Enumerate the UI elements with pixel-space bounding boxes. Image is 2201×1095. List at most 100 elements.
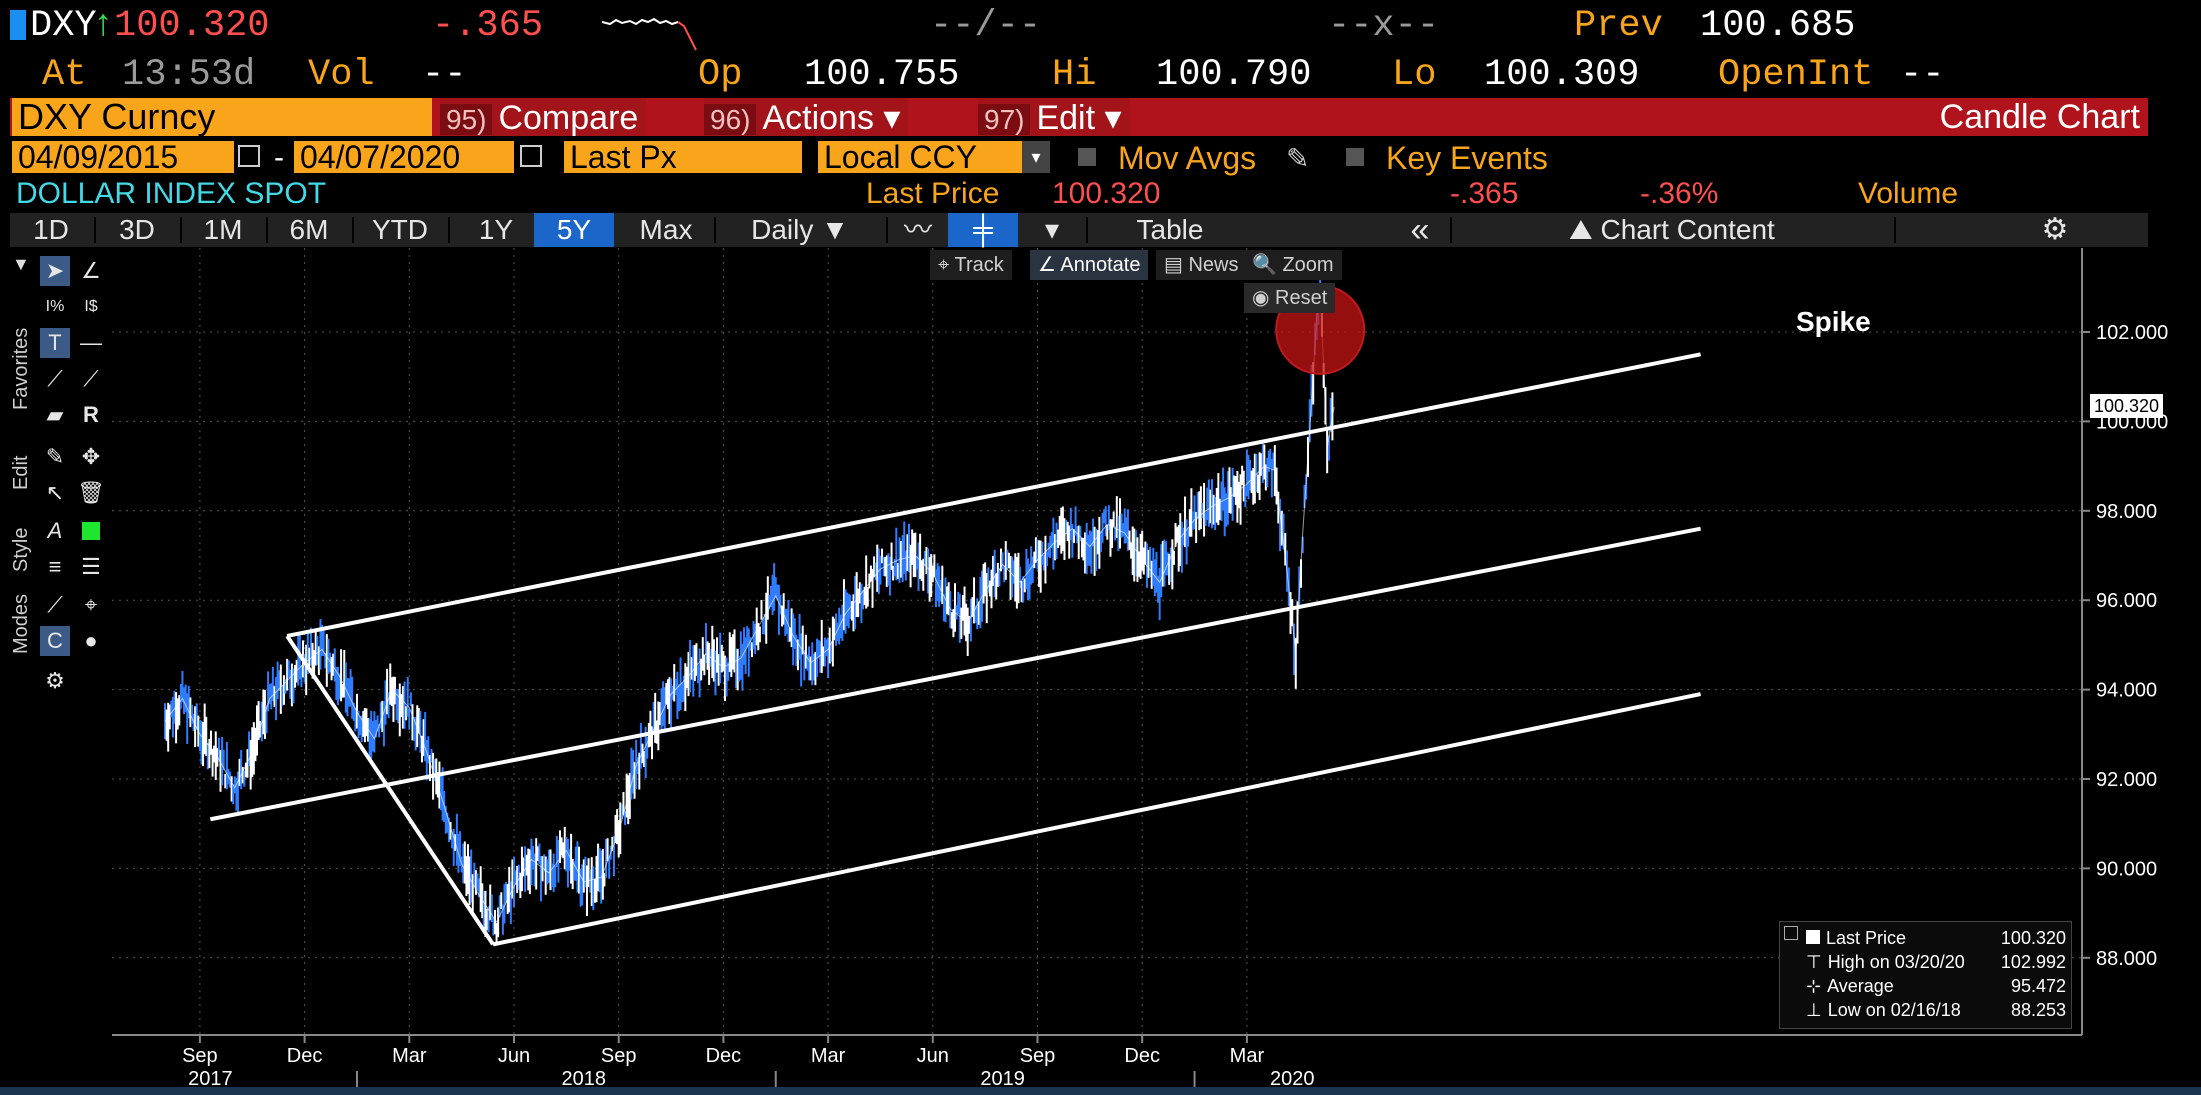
trash-icon[interactable]: 🗑 <box>77 480 105 505</box>
select-arrow-icon[interactable]: ➤ <box>40 256 70 286</box>
collapse-button[interactable]: « <box>1410 211 1430 249</box>
y-tick-label: 96.000 <box>2096 590 2157 612</box>
legend-row-low: ⊥ Low on 02/16/18 88.253 <box>1806 998 2066 1022</box>
chart-legend[interactable]: Last Price 100.320 ⊤ High on 03/20/20 102… <box>1779 921 2072 1029</box>
crosshair-mode-icon[interactable]: ⌖ <box>84 592 98 617</box>
zoom-label: Zoom <box>1282 254 1334 276</box>
legend-collapse-icon[interactable] <box>1784 926 1798 940</box>
legend-high-value: 102.992 <box>2000 952 2066 972</box>
annotate-label: Annotate <box>1060 254 1141 276</box>
compare-button[interactable]: 95) Compare <box>440 98 647 137</box>
chart-type-dropdown-icon[interactable]: ▾ <box>1044 214 1060 245</box>
compare-shortcut: 95) <box>440 104 493 135</box>
chart-type-title: Candle Chart <box>1939 98 2140 136</box>
x-tick-label: Mar <box>811 1045 846 1067</box>
track-button[interactable]: ⌖ Track <box>930 250 1012 280</box>
y-tick-label: 90.000 <box>2096 858 2157 880</box>
security-field[interactable]: DXY Curncy <box>12 98 432 136</box>
color-swatch-icon[interactable] <box>76 516 106 546</box>
key-events-checkbox[interactable] <box>1346 148 1364 166</box>
pen-tool-icon[interactable]: ✎ <box>45 444 65 469</box>
tab-1d[interactable]: 1D <box>33 214 69 245</box>
last-price-value: 100.320 <box>1052 177 1161 210</box>
zoom-button[interactable]: 🔍 Zoom <box>1244 250 1342 280</box>
track-icon: ⌖ <box>938 254 955 276</box>
text-tool-icon[interactable]: T <box>40 328 70 358</box>
news-button[interactable]: ▤ News <box>1156 250 1247 280</box>
line-weight-icon[interactable]: ≡ <box>48 554 62 579</box>
pointer-tool-icon[interactable]: ↖ <box>45 480 65 505</box>
horizontal-line-icon[interactable]: — <box>80 330 102 355</box>
spike-annotation[interactable]: Spike <box>1796 306 1871 337</box>
channel-line <box>492 692 1702 947</box>
table-button[interactable]: Table <box>1136 214 1204 245</box>
panel-settings-icon[interactable]: ⚙ <box>45 668 65 693</box>
frequency-select[interactable]: Daily ▼ <box>751 214 849 245</box>
end-date-field[interactable]: 04/07/2020 <box>294 141 514 173</box>
edit-button[interactable]: 97) Edit ▾ <box>978 98 1130 137</box>
channel-line <box>209 526 1701 822</box>
mov-avgs-checkbox[interactable] <box>1078 148 1096 166</box>
reset-button[interactable]: ◉ Reset <box>1244 283 1336 313</box>
draw-mode-icon[interactable]: ⟋ <box>47 592 63 617</box>
chart-content-button[interactable]: ⛰ Chart Content <box>1452 213 1892 247</box>
currency-dropdown-icon[interactable]: ▾ <box>1022 141 1050 173</box>
y-tick-label: 88.000 <box>2096 948 2157 970</box>
legend-row-last: Last Price 100.320 <box>1806 926 2066 950</box>
start-calendar-icon[interactable] <box>238 145 260 167</box>
pencil-icon[interactable]: ✎ <box>1286 143 1310 174</box>
tab-max[interactable]: Max <box>639 214 693 245</box>
start-date-field[interactable]: 04/09/2015 <box>12 141 234 173</box>
line-dash-icon[interactable]: ☰ <box>81 554 101 579</box>
annotate-button[interactable]: ∠ Annotate <box>1030 250 1149 280</box>
actions-label: Actions ▾ <box>762 99 901 137</box>
actions-shortcut: 96) <box>704 104 757 135</box>
tab-ytd[interactable]: YTD <box>372 214 428 245</box>
trendline-tool-icon[interactable]: ∠ <box>81 258 101 283</box>
chart-content-label: Chart Content <box>1600 214 1775 245</box>
y-tick-label: 94.000 <box>2096 680 2157 702</box>
x-tick-label: Sep <box>601 1045 637 1067</box>
pct-retracement-icon[interactable]: I% <box>45 298 65 315</box>
x-tick-label: Mar <box>392 1045 427 1067</box>
period-tab-bar: 1D 3D 1M 6M YTD 1Y 5Y Max Daily ▼ 〰 ╪ ▾ … <box>10 213 2148 247</box>
date-dash: - <box>274 141 284 174</box>
panel-collapse-icon[interactable]: ▼ <box>12 254 30 274</box>
dollar-retracement-icon[interactable]: I$ <box>84 298 98 315</box>
last-price-label: Last Price <box>866 177 1000 210</box>
openint-label: OpenInt <box>1718 54 1874 96</box>
price-field-select[interactable]: Last Px <box>564 141 802 173</box>
tab-1m[interactable]: 1M <box>203 214 243 245</box>
news-icon: ▤ <box>1164 254 1189 276</box>
tab-1y[interactable]: 1Y <box>478 214 514 245</box>
move-tool-icon[interactable]: ✥ <box>81 444 101 469</box>
line-chart-icon[interactable]: 〰 <box>903 214 932 245</box>
security-name: DOLLAR INDEX SPOT <box>16 177 327 210</box>
open-value: 100.755 <box>804 54 960 96</box>
chart-content-icon: ⛰ <box>1569 214 1601 245</box>
ray-tool-icon[interactable]: ⟋ <box>83 366 99 391</box>
track-label: Track <box>954 254 1004 276</box>
channel-tool-icon[interactable]: ▰ <box>46 402 64 427</box>
low-label: Lo <box>1392 54 1437 96</box>
x-tick-label: Jun <box>917 1045 949 1067</box>
settings-gear-icon[interactable]: ⚙ <box>2041 213 2069 246</box>
ticker-marker <box>10 10 26 40</box>
regression-tool-icon[interactable]: R <box>83 402 99 427</box>
tab-6m[interactable]: 6M <box>289 214 329 245</box>
tab-5y[interactable]: 5Y <box>534 213 614 247</box>
info-net-change: -.365 <box>1450 177 1519 210</box>
actions-button[interactable]: 96) Actions ▾ <box>704 98 909 137</box>
mov-avgs-label[interactable]: Mov Avgs <box>1118 140 1257 176</box>
compare-label: Compare <box>498 99 639 137</box>
key-events-label[interactable]: Key Events <box>1386 140 1548 176</box>
end-calendar-icon[interactable] <box>520 145 542 167</box>
line-segment-icon[interactable]: ⟋ <box>47 366 63 391</box>
font-style-icon[interactable]: A <box>47 518 63 543</box>
tab-3d[interactable]: 3D <box>119 214 155 245</box>
palette-mode-icon[interactable]: ● <box>84 628 98 653</box>
cycle-mode-icon[interactable]: C <box>40 626 70 656</box>
candle-chart-icon[interactable]: ╪ <box>948 213 1018 247</box>
currency-select[interactable]: Local CCY <box>818 141 1022 173</box>
